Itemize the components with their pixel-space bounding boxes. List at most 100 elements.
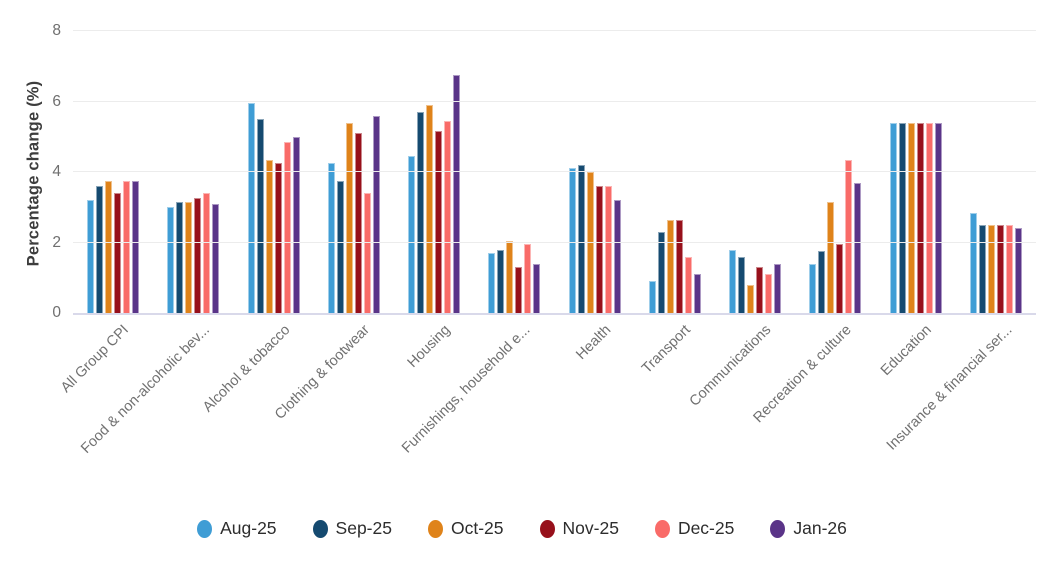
legend-swatch-icon [654, 519, 670, 538]
x-axis-label: Health [572, 322, 614, 363]
bar-nov-25[interactable] [515, 267, 523, 313]
x-axis-label: Food & non-alcoholic bev... [77, 322, 213, 457]
x-axis-label: Alcohol & tobacco [199, 322, 293, 416]
bar-group [956, 31, 1036, 313]
bar-nov-25[interactable] [114, 193, 122, 313]
x-axis-labels: All Group CPI Food & non-alcoholic bev...… [58, 322, 1036, 492]
bar-group [153, 31, 233, 313]
bar-jan-26[interactable] [613, 200, 621, 313]
bar-jan-26[interactable] [854, 182, 862, 313]
bar-jan-26[interactable] [533, 263, 541, 313]
bar-sep-25[interactable] [336, 180, 344, 313]
bar-sep-25[interactable] [96, 186, 104, 313]
bar-sep-25[interactable] [738, 256, 746, 313]
bar-jan-26[interactable] [292, 136, 300, 313]
bar-dec-25[interactable] [604, 186, 612, 313]
bar-dec-25[interactable] [524, 244, 532, 313]
bar-nov-25[interactable] [274, 163, 282, 313]
bar-oct-25[interactable] [747, 284, 755, 313]
bar-aug-25[interactable] [809, 263, 817, 313]
bar-dec-25[interactable] [684, 256, 692, 313]
bar-oct-25[interactable] [987, 224, 995, 313]
legend-swatch-icon [427, 519, 443, 538]
bar-group [715, 31, 795, 313]
bar-jan-26[interactable] [693, 274, 701, 313]
bar-nov-25[interactable] [836, 244, 844, 313]
bar-nov-25[interactable] [996, 224, 1004, 313]
bar-aug-25[interactable] [87, 200, 95, 313]
bar-sep-25[interactable] [176, 201, 184, 313]
bar-oct-25[interactable] [586, 172, 594, 313]
bar-oct-25[interactable] [185, 201, 193, 313]
legend-item-nov-25[interactable]: Nov-25 [539, 518, 619, 539]
bar-aug-25[interactable] [408, 156, 416, 313]
legend-item-aug-25[interactable]: Aug-25 [197, 518, 277, 539]
legend-label: Aug-25 [220, 518, 277, 538]
bar-nov-25[interactable] [194, 198, 202, 313]
bar-group [394, 31, 474, 313]
bar-sep-25[interactable] [818, 251, 826, 313]
gridline-y-6 [73, 100, 1036, 102]
x-axis-label: Education [878, 322, 935, 379]
bar-jan-26[interactable] [774, 263, 782, 313]
bar-sep-25[interactable] [577, 164, 585, 313]
bar-nov-25[interactable] [756, 267, 764, 313]
bar-jan-26[interactable] [212, 203, 220, 313]
bar-oct-25[interactable] [426, 105, 434, 313]
bar-dec-25[interactable] [444, 120, 452, 313]
bar-dec-25[interactable] [1005, 224, 1013, 313]
bar-jan-26[interactable] [132, 180, 140, 313]
bar-oct-25[interactable] [506, 240, 514, 313]
bar-sep-25[interactable] [256, 119, 264, 313]
bar-dec-25[interactable] [925, 122, 933, 313]
bar-oct-25[interactable] [105, 180, 113, 313]
bar-dec-25[interactable] [845, 159, 853, 313]
legend-item-dec-25[interactable]: Dec-25 [654, 518, 734, 539]
bar-sep-25[interactable] [417, 112, 425, 313]
legend-label: Sep-25 [335, 518, 392, 538]
bar-aug-25[interactable] [327, 163, 335, 313]
plot-area [73, 30, 1036, 315]
bar-jan-26[interactable] [372, 115, 380, 313]
bar-jan-26[interactable] [934, 122, 942, 313]
bar-dec-25[interactable] [203, 193, 211, 313]
bar-aug-25[interactable] [568, 168, 576, 313]
gridline-y-4 [73, 171, 1036, 172]
bar-jan-26[interactable] [1014, 228, 1022, 313]
bar-oct-25[interactable] [345, 122, 353, 313]
y-tick-label-2: 2 [52, 233, 61, 251]
x-axis-label: Housing [404, 322, 454, 371]
bar-dec-25[interactable] [123, 180, 131, 313]
bar-nov-25[interactable] [595, 186, 603, 313]
bar-dec-25[interactable] [363, 193, 371, 313]
bar-oct-25[interactable] [907, 122, 915, 313]
bar-aug-25[interactable] [488, 253, 496, 313]
bar-nov-25[interactable] [354, 133, 362, 313]
x-axis-label: Transport [639, 322, 695, 377]
bar-sep-25[interactable] [978, 224, 986, 313]
bar-aug-25[interactable] [889, 122, 897, 313]
bar-dec-25[interactable] [765, 274, 773, 313]
bar-sep-25[interactable] [898, 122, 906, 313]
bar-oct-25[interactable] [666, 219, 674, 313]
bar-oct-25[interactable] [265, 159, 273, 313]
bar-aug-25[interactable] [167, 207, 175, 313]
bar-aug-25[interactable] [729, 249, 737, 313]
bar-nov-25[interactable] [675, 219, 683, 313]
legend-item-oct-25[interactable]: Oct-25 [427, 518, 504, 539]
bar-nov-25[interactable] [435, 131, 443, 313]
legend-swatch-icon [770, 519, 786, 538]
bar-aug-25[interactable] [648, 281, 656, 313]
bar-sep-25[interactable] [657, 231, 665, 313]
bar-oct-25[interactable] [827, 201, 835, 313]
bar-aug-25[interactable] [969, 212, 977, 313]
bar-aug-25[interactable] [247, 103, 255, 313]
bar-sep-25[interactable] [497, 249, 505, 313]
bar-dec-25[interactable] [283, 142, 291, 313]
bar-jan-26[interactable] [453, 75, 461, 313]
legend-item-jan-26[interactable]: Jan-26 [770, 518, 847, 539]
bar-group [635, 31, 715, 313]
bar-nov-25[interactable] [916, 122, 924, 313]
legend-item-sep-25[interactable]: Sep-25 [312, 518, 392, 539]
